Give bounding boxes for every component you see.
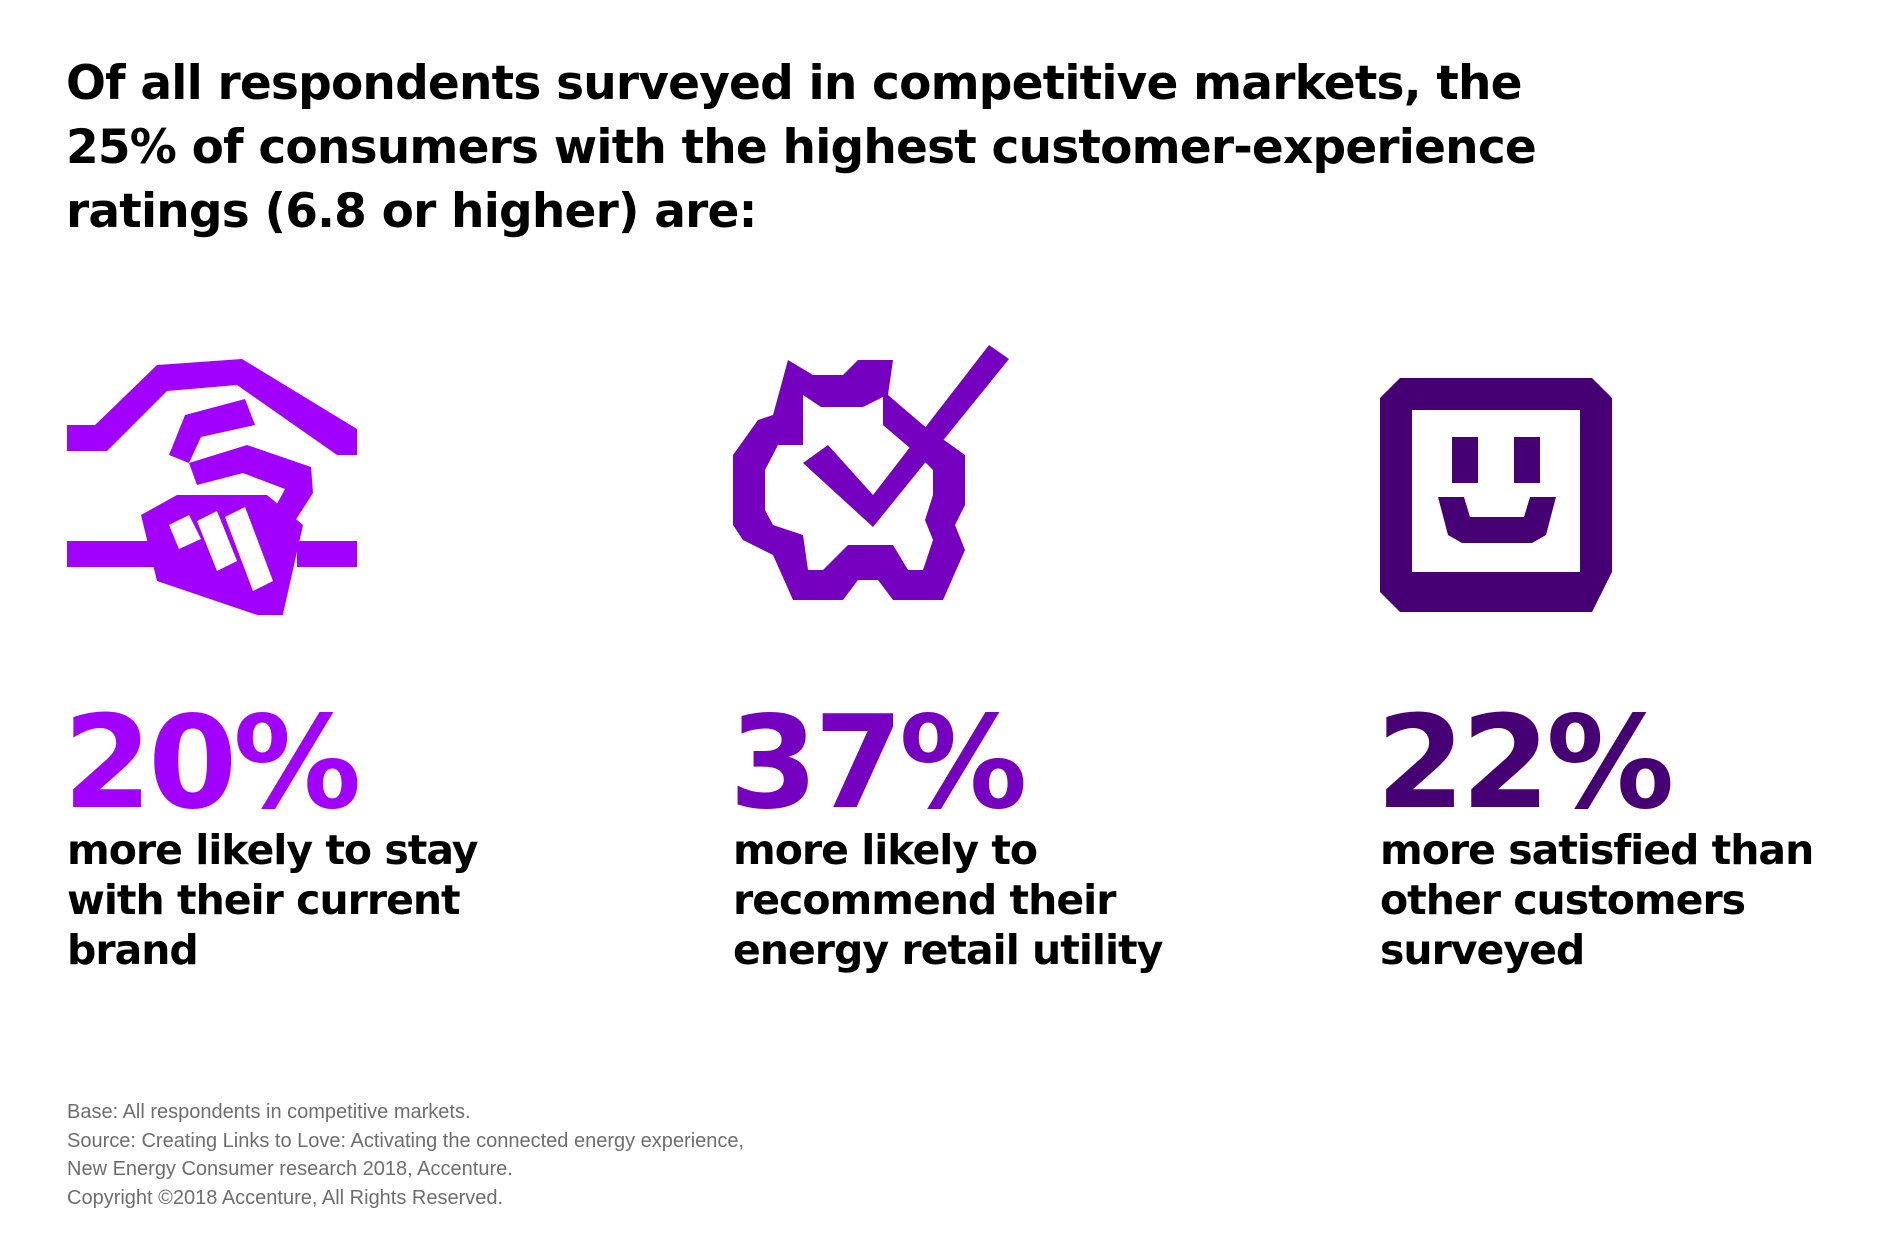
smiley-face-icon [1380,378,1612,612]
stat-card-recommend: 37% more likely to recommend their energ… [729,345,1293,974]
stat-description-line: surveyed [1380,926,1585,974]
stat-value: 22% [1376,689,1674,838]
footnote-line: Copyright ©2018 Accenture, All Rights Re… [67,1186,504,1209]
stat-description-line: more satisfied than [1380,826,1814,874]
footnote-line: Base: All respondents in competitive mar… [67,1101,471,1123]
footnote-line: Source: Creating Links to Love: Activati… [67,1129,745,1152]
stat-description: more likely to stay with their current b… [67,825,627,975]
headline-line: 25% of consumers with the highest custom… [66,120,1537,175]
stat-card-stay: 20% more likely to stay with their curre… [63,345,627,974]
stat-description: more satisfied than other customers surv… [1380,825,1900,975]
headline-line: Of all respondents surveyed in competiti… [66,56,1523,111]
gear-checkmark-icon [733,345,1009,600]
stat-description-line: more likely to [733,826,1038,874]
stat-description-line: recommend their [733,876,1116,924]
stat-description-line: brand [67,926,199,974]
stat-description-line: other customers [1380,876,1746,924]
stat-description-line: with their current [67,876,461,924]
footnote-line: New Energy Consumer research 2018, Accen… [67,1158,513,1180]
stat-description: more likely to recommend their energy re… [733,825,1293,975]
stat-value: 20% [63,689,361,838]
stat-value: 37% [729,689,1027,838]
stat-description-line: energy retail utility [733,926,1163,974]
headline: Of all respondents surveyed in competiti… [66,52,1766,244]
handshake-icon [67,359,357,615]
headline-line: ratings (6.8 or higher) are: [66,184,757,239]
source-footnote: Base: All respondents in competitive mar… [67,1098,744,1212]
stat-card-satisfied: 22% more satisfied than other customers … [1376,345,1900,974]
stat-description-line: more likely to stay [67,826,479,874]
